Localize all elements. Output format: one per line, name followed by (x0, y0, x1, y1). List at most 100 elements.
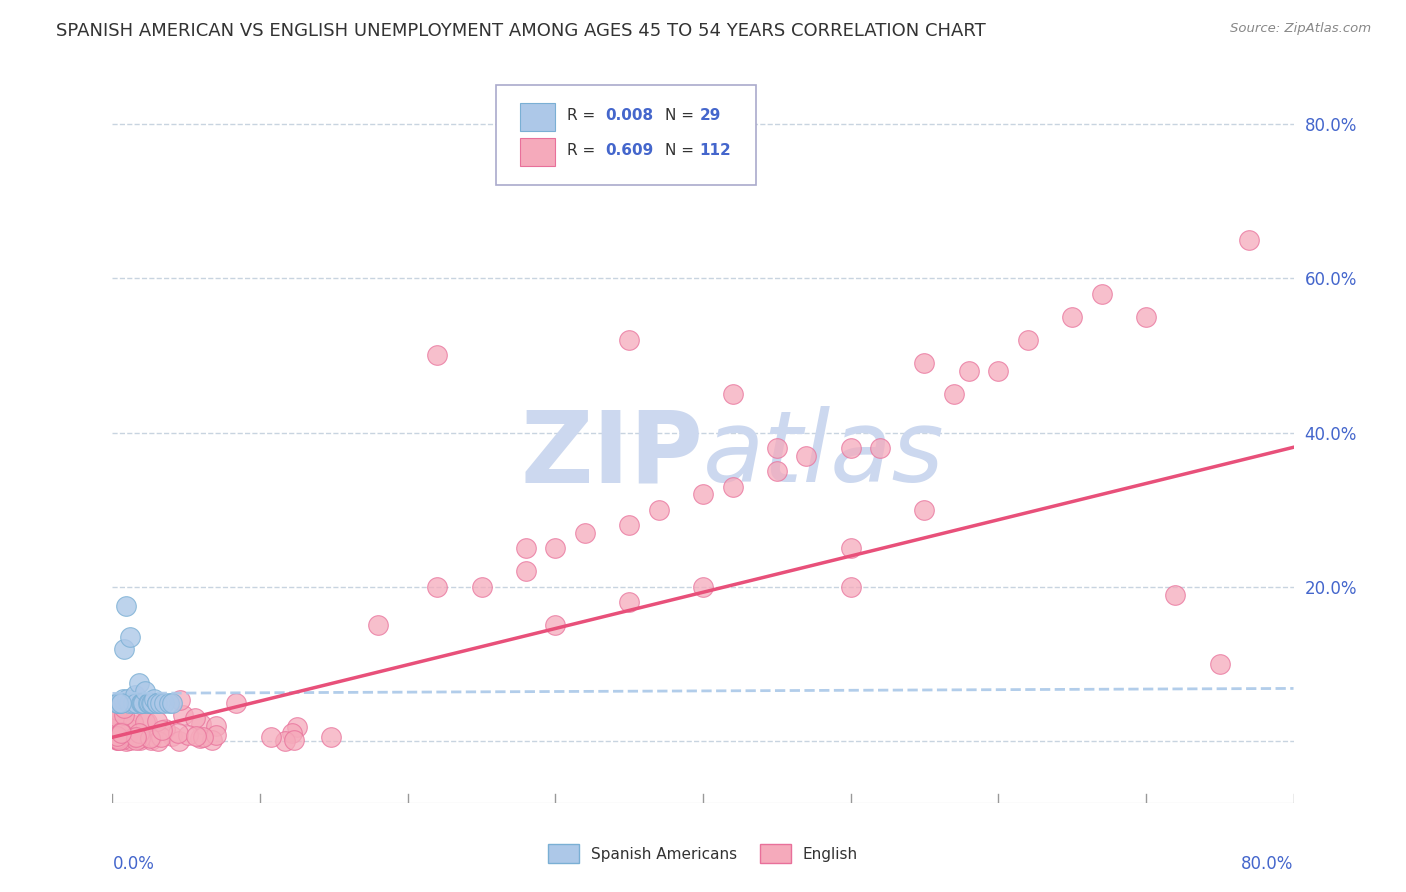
Point (128, 726, 150, 740)
Point (105, 696, 128, 710)
Point (112, 732, 135, 747)
Text: N =: N = (665, 108, 699, 123)
Point (160, 696, 183, 710)
Point (125, 696, 148, 710)
Point (146, 696, 169, 710)
Text: 0.0%: 0.0% (112, 855, 155, 872)
Point (108, 696, 131, 710)
Point (1091, 286, 1114, 301)
Point (107, 696, 129, 710)
Point (839, 541, 862, 556)
FancyBboxPatch shape (520, 103, 555, 131)
Text: ZIP: ZIP (520, 407, 703, 503)
Point (134, 684, 156, 698)
Point (105, 723, 128, 737)
Text: SPANISH AMERICAN VS ENGLISH UNEMPLOYMENT AMONG AGES 45 TO 54 YEARS CORRELATION C: SPANISH AMERICAN VS ENGLISH UNEMPLOYMENT… (56, 22, 986, 40)
Point (260, 731, 283, 745)
Point (796, 449, 818, 463)
Point (105, 731, 128, 746)
Point (574, 525, 596, 540)
Point (105, 725, 128, 739)
Text: 29: 29 (699, 108, 721, 123)
Point (139, 731, 162, 745)
Point (1017, 333, 1039, 347)
Point (105, 703, 128, 717)
Point (114, 599, 136, 614)
Point (128, 676, 150, 690)
Point (225, 696, 247, 710)
Point (111, 728, 134, 742)
Point (111, 717, 134, 731)
Text: 0.609: 0.609 (605, 143, 654, 158)
Point (121, 715, 143, 730)
Point (283, 733, 305, 747)
Point (167, 734, 190, 748)
Point (146, 733, 169, 747)
Point (142, 691, 165, 706)
Point (190, 717, 212, 731)
Legend: Spanish Americans, English: Spanish Americans, English (543, 838, 863, 869)
Point (136, 696, 159, 710)
Point (120, 630, 142, 644)
Point (122, 696, 145, 710)
Point (146, 696, 169, 710)
Point (105, 729, 128, 743)
Point (125, 732, 148, 747)
Point (141, 733, 163, 747)
Text: 80.0%: 80.0% (1241, 855, 1294, 872)
Point (426, 580, 449, 594)
Point (204, 728, 226, 742)
Text: atlas: atlas (703, 407, 945, 503)
Point (112, 720, 135, 734)
Point (150, 730, 173, 744)
Point (957, 364, 980, 378)
Point (134, 714, 156, 729)
Text: R =: R = (567, 143, 600, 158)
Point (426, 349, 449, 363)
Point (619, 595, 641, 609)
Point (152, 723, 174, 738)
Point (169, 693, 191, 707)
Point (107, 727, 129, 741)
Point (110, 725, 132, 739)
Point (129, 696, 152, 710)
Point (766, 464, 789, 478)
Point (515, 565, 537, 579)
Point (112, 707, 135, 722)
Point (132, 696, 155, 710)
Point (128, 726, 150, 740)
Point (110, 726, 132, 740)
Point (131, 696, 153, 710)
Point (108, 709, 131, 723)
Point (914, 502, 936, 516)
Point (115, 719, 138, 733)
Point (544, 618, 567, 632)
Point (766, 441, 789, 455)
FancyBboxPatch shape (496, 85, 756, 185)
Point (112, 701, 135, 715)
FancyBboxPatch shape (520, 138, 555, 166)
Point (205, 719, 228, 733)
Point (108, 723, 131, 737)
Point (619, 333, 641, 347)
Text: N =: N = (665, 143, 699, 158)
Point (869, 441, 891, 455)
Point (1135, 310, 1157, 324)
Point (112, 641, 135, 656)
Point (839, 441, 862, 455)
Point (184, 711, 207, 725)
Point (321, 730, 343, 744)
Point (135, 714, 157, 729)
Point (987, 364, 1010, 378)
Point (721, 480, 744, 494)
Point (274, 733, 297, 747)
Point (105, 718, 128, 732)
Point (124, 717, 146, 731)
Text: 112: 112 (699, 143, 731, 158)
Point (619, 518, 641, 533)
Point (128, 733, 150, 747)
Text: Source: ZipAtlas.com: Source: ZipAtlas.com (1230, 22, 1371, 36)
Point (160, 730, 183, 744)
Point (470, 580, 494, 594)
Point (280, 726, 302, 740)
